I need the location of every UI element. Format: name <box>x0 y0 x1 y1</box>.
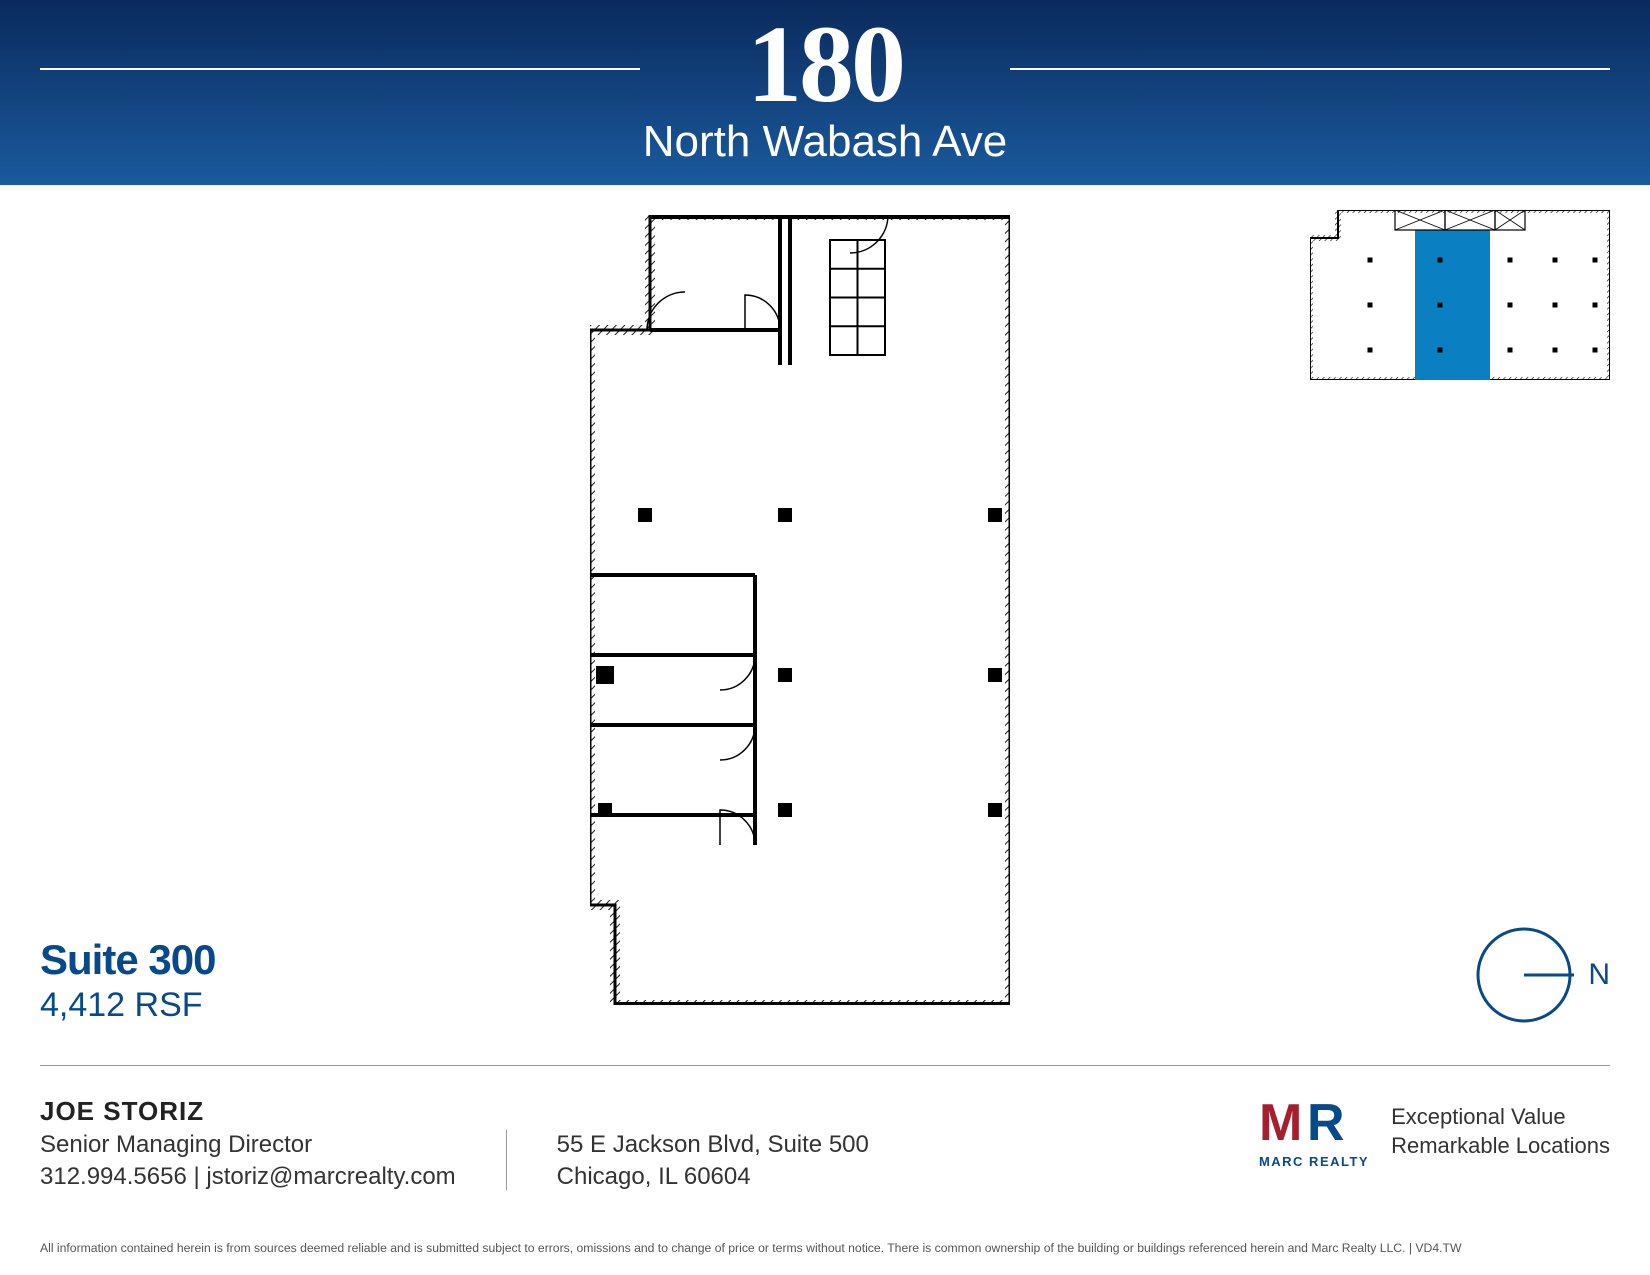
brand-logo: M R MARC REALTY <box>1259 1094 1369 1169</box>
svg-text:M: M <box>1259 1094 1302 1152</box>
contact-right: 55 E Jackson Blvd, Suite 500 Chicago, IL… <box>557 1129 869 1194</box>
brand-logo-name: MARC REALTY <box>1259 1154 1369 1169</box>
contact-phone-email: 312.994.5656 | jstoriz@marcrealty.com <box>40 1161 456 1193</box>
brand-tagline: Exceptional Value Remarkable Locations <box>1391 1103 1610 1160</box>
main-area: Suite 300 4,412 RSF N <box>0 185 1650 1065</box>
contact-title: Senior Managing Director <box>40 1129 456 1161</box>
address-number: 180 <box>747 18 903 112</box>
address-street: North Wabash Ave <box>643 117 1007 167</box>
contact-left: JOE STORIZ Senior Managing Director 312.… <box>40 1094 456 1194</box>
contact-address1: 55 E Jackson Blvd, Suite 500 <box>557 1129 869 1161</box>
contact-name: JOE STORIZ <box>40 1094 456 1129</box>
brand-block: M R MARC REALTY Exceptional Value Remark… <box>1259 1094 1610 1169</box>
floorplan-diagram <box>590 215 1010 1005</box>
contact-address2: Chicago, IL 60604 <box>557 1161 869 1193</box>
suite-name: Suite 300 <box>40 936 215 984</box>
compass-label: N <box>1588 958 1610 992</box>
mr-logo-icon: M R <box>1259 1094 1369 1152</box>
header-rule-right <box>1010 68 1610 70</box>
compass-icon <box>1474 925 1574 1025</box>
minimap-diagram <box>1310 210 1610 380</box>
header-banner: 180 North Wabash Ave <box>0 0 1650 185</box>
svg-text:R: R <box>1307 1094 1345 1152</box>
tagline-1: Exceptional Value <box>1391 1103 1610 1132</box>
disclaimer-text: All information contained herein is from… <box>40 1241 1610 1255</box>
tagline-2: Remarkable Locations <box>1391 1132 1610 1161</box>
compass: N <box>1474 925 1610 1025</box>
footer: JOE STORIZ Senior Managing Director 312.… <box>40 1065 1610 1235</box>
suite-rsf: 4,412 RSF <box>40 986 215 1025</box>
contact-divider <box>506 1130 507 1190</box>
suite-info-block: Suite 300 4,412 RSF <box>40 936 215 1025</box>
header-rule-left <box>40 68 640 70</box>
